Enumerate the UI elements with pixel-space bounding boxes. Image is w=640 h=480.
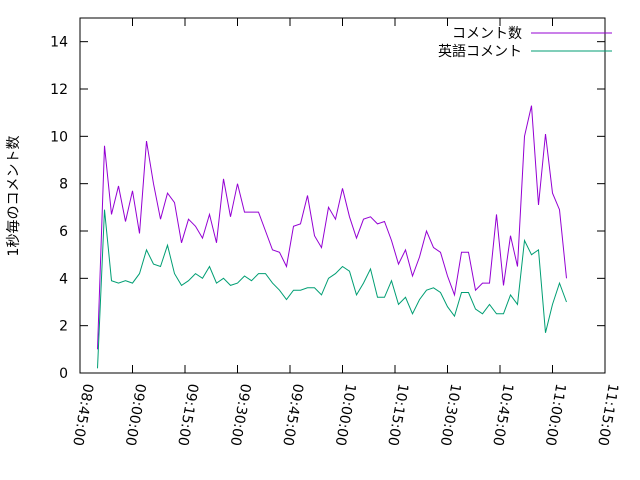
x-tick-label: 09:45:00 xyxy=(279,382,306,447)
y-tick-label: 0 xyxy=(59,366,68,382)
legend-label: 英語コメント xyxy=(438,43,522,60)
y-tick-label: 2 xyxy=(59,319,68,335)
y-tick-label: 10 xyxy=(50,129,68,145)
y-tick-label: 8 xyxy=(59,177,68,193)
x-tick-label: 11:15:00 xyxy=(594,382,621,447)
x-tick-label: 09:00:00 xyxy=(122,382,149,447)
data-line xyxy=(97,209,567,369)
data-line xyxy=(97,105,567,350)
plot-frame xyxy=(79,17,606,374)
x-tick-label: 10:30:00 xyxy=(437,382,464,447)
y-tick-label: 4 xyxy=(59,271,68,287)
legend-label: コメント数 xyxy=(452,26,522,42)
x-tick-label: 09:30:00 xyxy=(227,382,254,447)
x-tick-label: 10:15:00 xyxy=(384,382,411,447)
y-tick-label: 14 xyxy=(50,35,68,51)
y-tick-label: 12 xyxy=(50,82,68,98)
x-tick-label: 10:00:00 xyxy=(332,382,359,447)
x-tick-label: 10:45:00 xyxy=(489,382,516,447)
x-tick-label: 08:45:00 xyxy=(69,382,96,447)
x-tick-label: 11:00:00 xyxy=(542,382,569,447)
y-tick-label: 6 xyxy=(59,224,68,240)
x-tick-label: 09:15:00 xyxy=(174,382,201,447)
y-axis-label: 1秒毎のコメント数 xyxy=(6,136,22,257)
